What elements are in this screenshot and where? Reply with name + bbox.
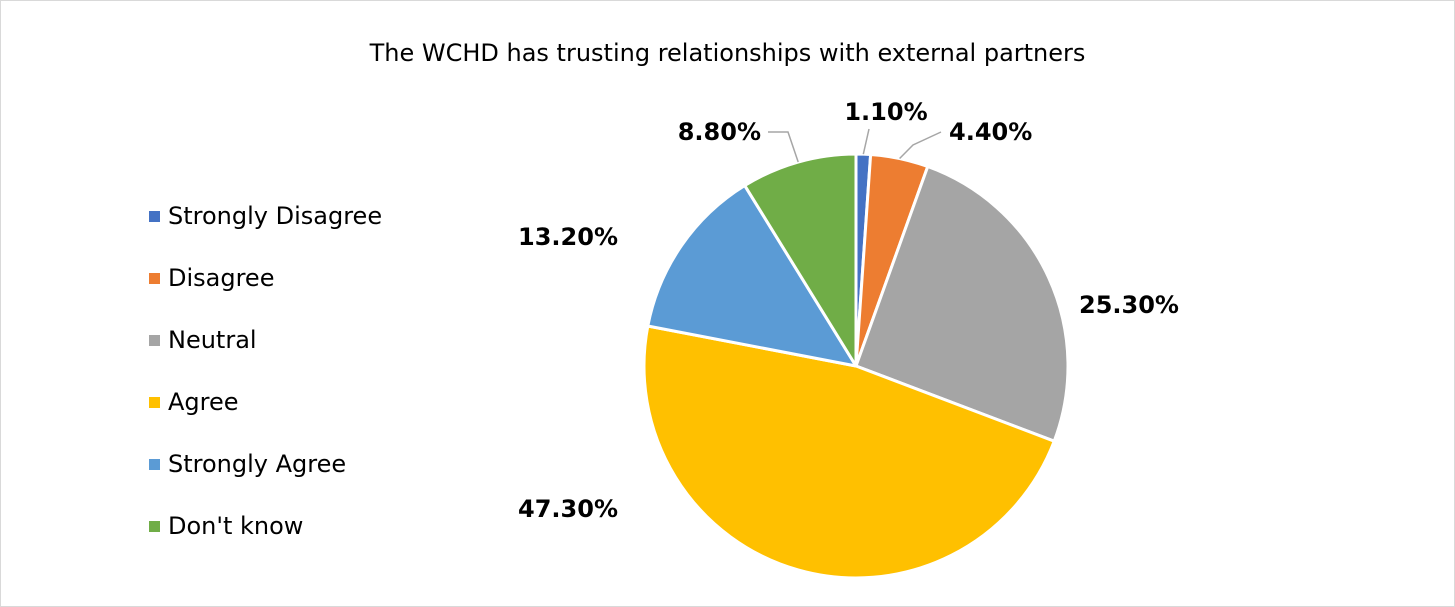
legend-swatch — [149, 458, 160, 470]
legend-item-strongly-disagree: Strongly Disagree — [149, 185, 382, 247]
data-label-dont-know: 8.80% — [678, 118, 761, 146]
legend-label: Strongly Disagree — [168, 202, 383, 230]
legend-label: Disagree — [168, 264, 275, 292]
leader-line-strongly-disagree — [862, 128, 870, 155]
pie-slice-strongly-agree — [646, 184, 858, 368]
legend: Strongly Disagree Disagree Neutral Agree… — [149, 185, 382, 557]
data-label-disagree: 4.40% — [949, 118, 1032, 146]
leader-line-dont-know — [768, 131, 799, 163]
legend-swatch — [149, 334, 160, 346]
legend-item-strongly-agree: Strongly Agree — [149, 433, 382, 495]
pie-slice-dont-know — [743, 152, 858, 368]
pie-slice-neutral — [854, 165, 1070, 443]
legend-swatch — [149, 520, 160, 532]
legend-swatch — [149, 272, 160, 284]
leader-line-disagree — [899, 131, 942, 160]
legend-item-disagree: Disagree — [149, 247, 382, 309]
legend-swatch — [149, 210, 160, 222]
data-label-neutral: 25.30% — [1079, 291, 1179, 319]
legend-label: Agree — [168, 388, 239, 416]
data-label-strongly-agree: 13.20% — [518, 223, 618, 251]
legend-swatch — [149, 396, 160, 408]
pie-slice-agree — [642, 324, 1056, 580]
legend-label: Neutral — [168, 326, 257, 354]
legend-label: Don't know — [168, 512, 304, 540]
legend-item-agree: Agree — [149, 371, 382, 433]
data-label-agree: 47.30% — [518, 495, 618, 523]
chart-title: The WCHD has trusting relationships with… — [369, 39, 1086, 67]
data-label-strongly-disagree: 1.10% — [844, 98, 927, 126]
legend-item-neutral: Neutral — [149, 309, 382, 371]
legend-item-dont-know: Don't know — [149, 495, 382, 557]
legend-label: Strongly Agree — [168, 450, 347, 478]
